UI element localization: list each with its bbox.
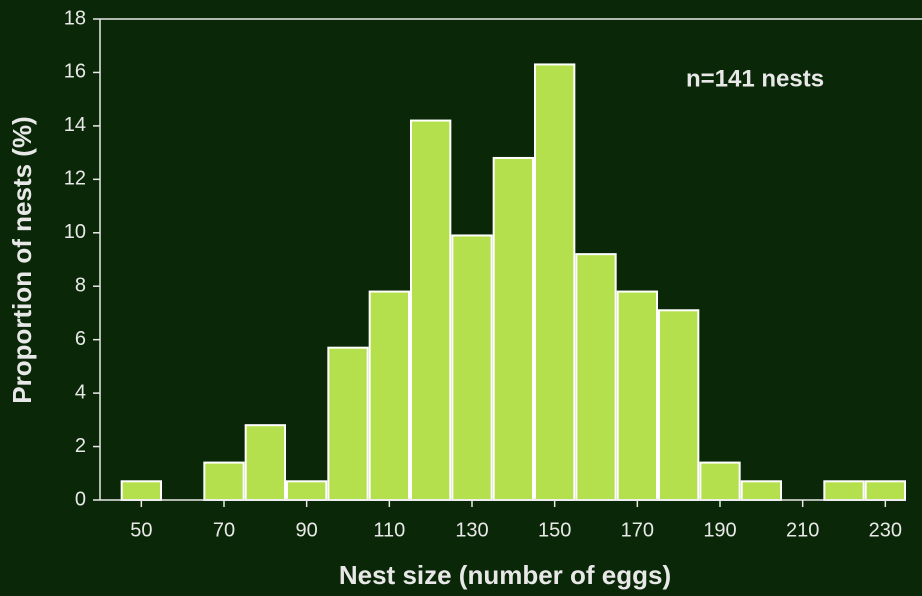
bar	[327, 346, 369, 501]
x-tick-label: 90	[296, 519, 318, 541]
x-tick-label: 210	[786, 519, 819, 541]
bar	[203, 461, 245, 502]
bar	[616, 290, 659, 502]
x-tick-label: 110	[373, 519, 405, 541]
y-tick-label: 0	[75, 488, 86, 510]
bar	[286, 480, 328, 501]
y-tick-label: 10	[64, 221, 86, 243]
bar	[120, 480, 162, 501]
bar	[575, 253, 617, 501]
bar	[534, 63, 576, 502]
y-axis-label: Proportion of nests (%)	[7, 116, 37, 403]
x-tick-label: 130	[455, 519, 488, 541]
x-tick-label: 190	[703, 519, 736, 541]
y-tick-label: 16	[64, 61, 86, 83]
bar	[823, 480, 865, 501]
y-tick-label: 12	[64, 168, 86, 190]
x-tick-label: 70	[213, 519, 235, 541]
bar	[492, 156, 534, 501]
bar	[368, 290, 410, 502]
y-tick-label: 14	[64, 114, 86, 136]
bar	[740, 480, 783, 501]
x-tick-label: 170	[621, 519, 654, 541]
x-axis-label: Nest size (number of eggs)	[339, 560, 671, 590]
bar	[410, 119, 452, 502]
bar	[244, 424, 287, 501]
y-tick-label: 6	[75, 328, 86, 350]
bar	[658, 309, 700, 501]
bar	[699, 461, 741, 502]
y-tick-label: 18	[64, 7, 86, 29]
x-tick-label: 50	[130, 519, 152, 541]
bar	[864, 480, 907, 501]
x-tick-label: 230	[869, 519, 902, 541]
x-tick-label: 150	[538, 519, 571, 541]
y-tick-label: 2	[75, 435, 86, 457]
y-tick-label: 8	[75, 275, 86, 297]
y-tick-label: 4	[75, 381, 86, 403]
bar	[451, 234, 493, 501]
annotation: n=141 nests	[686, 65, 824, 92]
